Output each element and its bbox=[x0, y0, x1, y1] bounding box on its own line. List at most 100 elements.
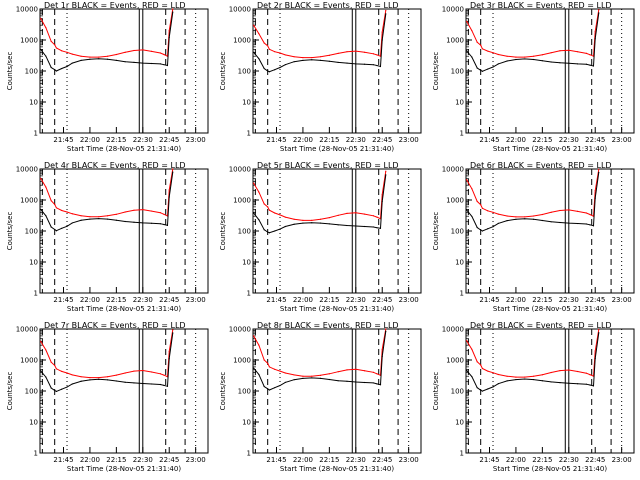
event-rate-point bbox=[258, 219, 260, 221]
plot-frame bbox=[252, 8, 422, 134]
lld-rate-point bbox=[293, 374, 295, 376]
event-rate-point bbox=[168, 196, 170, 198]
lld-rate-point bbox=[372, 53, 375, 55]
lld-rate-point bbox=[465, 340, 468, 342]
lld-rate-point bbox=[252, 24, 255, 26]
event-rate-point bbox=[346, 380, 348, 382]
lld-rate-point bbox=[559, 209, 561, 212]
lld-rate-point bbox=[39, 17, 42, 19]
x-tick-label: 23:00 bbox=[186, 456, 206, 464]
event-rate-point bbox=[328, 60, 330, 62]
lld-rate-point bbox=[71, 374, 73, 376]
event-rate-point bbox=[346, 62, 348, 64]
lld-rate-line bbox=[40, 168, 174, 218]
lld-rate-point bbox=[476, 361, 478, 363]
lld-rate-point bbox=[284, 216, 286, 218]
event-rate-point bbox=[54, 228, 56, 231]
event-rate-point bbox=[559, 382, 561, 384]
lld-rate-point bbox=[258, 33, 260, 35]
lld-rate-point bbox=[589, 54, 591, 56]
lld-rate-point bbox=[506, 55, 508, 57]
x-tick-label: 22:30 bbox=[559, 456, 579, 464]
event-rate-point bbox=[142, 62, 144, 64]
lld-rate-point bbox=[106, 55, 109, 57]
y-tick-label: 1000 bbox=[446, 357, 464, 365]
lld-rate-point bbox=[481, 367, 484, 370]
event-rate-point bbox=[50, 387, 52, 389]
event-rate-point bbox=[133, 61, 135, 63]
event-rate-point bbox=[133, 382, 135, 384]
lld-rate-point bbox=[66, 51, 68, 53]
lld-rate-point bbox=[487, 50, 489, 52]
lld-rate-point bbox=[163, 374, 165, 376]
lld-rate-point bbox=[598, 328, 600, 331]
lld-rate-point bbox=[355, 368, 357, 370]
lld-rate-point bbox=[385, 170, 387, 172]
y-tick-label: 1000 bbox=[446, 37, 464, 45]
y-tick-label: 10000 bbox=[229, 326, 251, 334]
event-rate-point bbox=[258, 373, 260, 376]
event-rate-point bbox=[80, 59, 82, 61]
x-tick-label: 22:00 bbox=[80, 136, 100, 144]
event-rate-line bbox=[466, 172, 600, 232]
lld-rate-point bbox=[319, 56, 322, 58]
lld-rate-point bbox=[159, 52, 162, 54]
x-axis-label: Start Time (28-Nov-05 21:31:40) bbox=[67, 305, 181, 313]
event-rate-point bbox=[98, 378, 100, 380]
lld-rate-point bbox=[45, 349, 47, 351]
event-rate-point bbox=[267, 231, 269, 233]
event-rate-point bbox=[80, 219, 82, 221]
lld-rate-line bbox=[40, 8, 174, 58]
event-rate-point bbox=[274, 230, 276, 232]
y-tick-label: 1000 bbox=[446, 197, 464, 205]
event-rate-point bbox=[302, 59, 304, 61]
x-tick-label: 22:30 bbox=[133, 136, 153, 144]
event-rate-point bbox=[506, 60, 508, 62]
x-axis-label: Start Time (28-Nov-05 21:31:40) bbox=[493, 305, 607, 313]
y-tick-label: 10000 bbox=[229, 6, 251, 14]
event-rate-point bbox=[559, 62, 561, 64]
event-rate-point bbox=[532, 218, 535, 220]
event-rate-point bbox=[252, 51, 255, 53]
event-rate-point bbox=[328, 378, 330, 381]
lld-rate-point bbox=[106, 215, 109, 217]
event-rate-point bbox=[89, 218, 91, 220]
event-rate-point bbox=[89, 58, 91, 60]
event-rate-point bbox=[480, 229, 482, 231]
event-rate-point bbox=[379, 65, 382, 68]
lld-rate-point bbox=[89, 377, 91, 379]
event-rate-point bbox=[39, 370, 42, 372]
event-rate-point bbox=[284, 381, 286, 383]
lld-rate-point bbox=[50, 40, 52, 43]
event-rate-point bbox=[268, 71, 271, 73]
lld-rate-point bbox=[506, 375, 508, 377]
lld-rate-point bbox=[541, 374, 543, 376]
lld-rate-point bbox=[346, 369, 348, 371]
x-axis-label: Start Time (28-Nov-05 21:31:40) bbox=[280, 145, 394, 153]
x-tick-label: 21:45 bbox=[53, 136, 73, 144]
lld-rate-point bbox=[381, 193, 383, 196]
event-rate-point bbox=[471, 376, 473, 378]
event-rate-point bbox=[115, 59, 117, 61]
lld-rate-point bbox=[124, 372, 126, 374]
x-tick-label: 22:45 bbox=[372, 296, 392, 304]
x-tick-label: 22:00 bbox=[506, 136, 526, 144]
event-rate-point bbox=[492, 386, 494, 388]
event-rate-point bbox=[481, 390, 484, 392]
event-rate-point bbox=[319, 377, 322, 379]
lld-rate-point bbox=[66, 372, 68, 374]
lld-rate-point bbox=[381, 348, 383, 350]
event-rate-point bbox=[568, 222, 570, 224]
lld-rate-point bbox=[594, 190, 596, 192]
event-rate-point bbox=[55, 390, 58, 393]
event-rate-line bbox=[466, 12, 600, 72]
event-rate-point bbox=[45, 215, 47, 217]
lld-rate-point bbox=[589, 213, 591, 216]
event-rate-point bbox=[252, 212, 255, 214]
y-axis-label: Counts/sec bbox=[432, 372, 440, 411]
lld-rate-point bbox=[142, 49, 144, 51]
lld-rate-point bbox=[258, 344, 260, 346]
x-tick-label: 21:45 bbox=[479, 456, 499, 464]
lld-rate-point bbox=[54, 364, 56, 366]
event-rate-point bbox=[476, 387, 478, 389]
